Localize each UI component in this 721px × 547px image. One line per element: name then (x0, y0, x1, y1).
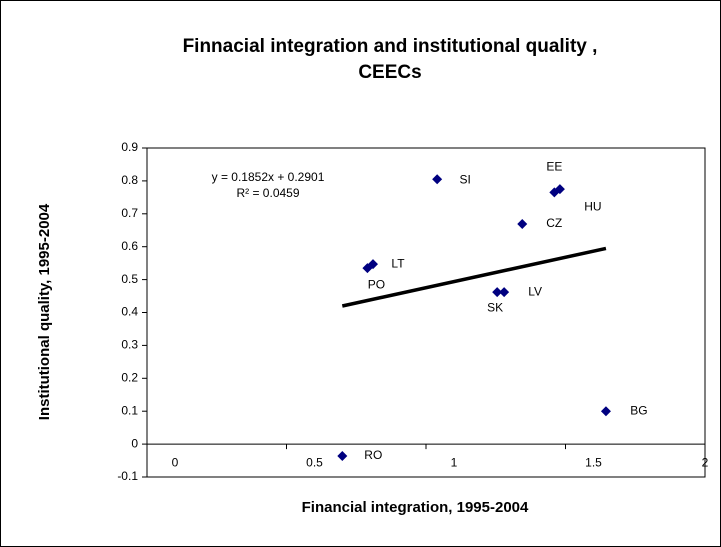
y-tick-label: 0.1 (121, 403, 138, 417)
point-label: SI (459, 172, 470, 186)
chart-subtitle: CEECs (358, 62, 421, 83)
chart-title: Finnacial integration and institutional … (183, 36, 598, 57)
y-tick-label: 0.2 (121, 370, 138, 384)
y-tick-label: -0.1 (117, 469, 138, 483)
point-label: CZ (546, 216, 562, 230)
point-label: HU (584, 199, 601, 213)
y-tick-label: 0.9 (121, 140, 138, 154)
y-tick-label: 0.4 (121, 305, 138, 319)
x-tick-label: 1.5 (585, 455, 602, 469)
trend-equation: y = 0.1852x + 0.2901 (212, 170, 325, 184)
point-label: PO (368, 277, 385, 291)
x-axis-title: Financial integration, 1995-2004 (302, 499, 529, 516)
point-label: RO (364, 448, 382, 462)
point-label: BG (630, 403, 647, 417)
y-tick-label: 0.6 (121, 239, 138, 253)
point (337, 450, 348, 461)
point-label: LT (391, 256, 405, 270)
y-tick-label: 0.8 (121, 173, 138, 187)
point (362, 263, 373, 274)
x-tick-label: 2 (702, 455, 709, 469)
point (432, 174, 443, 185)
point (499, 287, 510, 298)
point-label: SK (487, 300, 503, 314)
y-tick-label: 0.3 (121, 338, 138, 352)
point (600, 406, 611, 417)
x-tick-label: 0.5 (306, 455, 323, 469)
trendline (341, 246, 607, 308)
y-tick-label: 0.7 (121, 206, 138, 220)
y-tick-label: 0 (131, 436, 138, 450)
point (517, 218, 528, 229)
point-label: EE (546, 160, 562, 174)
point (492, 287, 503, 298)
point (554, 184, 565, 195)
x-tick-label: 1 (451, 455, 458, 469)
trend-r2: R² = 0.0459 (236, 186, 299, 200)
y-tick-label: 0.5 (121, 272, 138, 286)
point-label: LV (528, 284, 542, 298)
x-tick-label: 0 (172, 455, 179, 469)
y-axis-title: Institutional quality, 1995-2004 (36, 203, 53, 420)
